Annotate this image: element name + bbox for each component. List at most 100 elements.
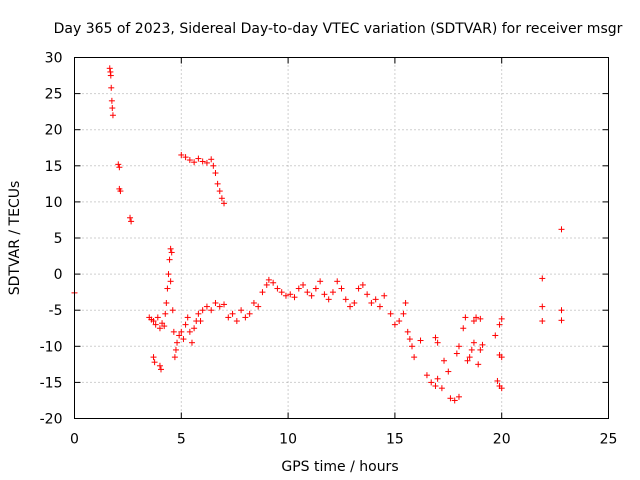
data-point xyxy=(106,65,113,72)
data-point xyxy=(199,307,206,314)
data-point xyxy=(158,366,165,373)
tick-labels: 0 5 10 15 20 25 -20 -15 -10 -5 0 5 10 15 20 25 30 xyxy=(40,51,618,448)
data-point xyxy=(453,350,460,357)
data-point xyxy=(208,156,215,163)
data-point xyxy=(462,314,469,321)
x-tick-label: 20 xyxy=(493,432,511,448)
data-point xyxy=(423,372,430,379)
data-point xyxy=(115,161,122,168)
data-point xyxy=(270,279,277,286)
data-point xyxy=(391,321,398,328)
y-tick-label: 5 xyxy=(54,231,63,247)
data-point xyxy=(470,339,477,346)
x-tick-label: 10 xyxy=(279,432,297,448)
data-point xyxy=(212,299,219,306)
data-point xyxy=(265,276,272,283)
data-point xyxy=(496,321,503,328)
data-point xyxy=(109,105,116,112)
data-point xyxy=(238,307,245,314)
data-point xyxy=(191,325,198,332)
data-point xyxy=(229,310,236,317)
data-point xyxy=(221,200,228,207)
data-point xyxy=(411,354,418,361)
data-point xyxy=(351,299,358,306)
data-point xyxy=(432,383,439,390)
data-point xyxy=(162,310,169,317)
y-tick-label: 30 xyxy=(45,51,63,67)
data-point xyxy=(387,310,394,317)
data-point xyxy=(107,72,114,79)
data-point xyxy=(417,337,424,344)
plot-frame xyxy=(74,57,609,419)
data-point xyxy=(128,218,135,225)
y-axis-label: SDTVAR / TECUs xyxy=(7,181,23,296)
data-point xyxy=(376,303,383,310)
data-point xyxy=(178,328,185,335)
data-point xyxy=(203,159,210,166)
data-point xyxy=(470,318,477,325)
y-tick-label: 0 xyxy=(54,267,63,283)
data-point xyxy=(334,278,341,285)
data-point xyxy=(170,328,177,335)
data-point xyxy=(460,325,467,332)
data-point xyxy=(451,397,458,404)
data-point xyxy=(172,346,179,353)
data-point xyxy=(295,285,302,292)
data-point xyxy=(274,285,281,292)
data-point xyxy=(180,336,187,343)
data-point xyxy=(287,291,294,298)
data-point xyxy=(325,296,332,303)
data-point xyxy=(250,299,257,306)
data-point xyxy=(165,271,172,278)
data-point xyxy=(300,281,307,288)
data-point xyxy=(150,354,157,361)
data-point xyxy=(308,292,315,299)
data-point xyxy=(242,314,249,321)
data-point xyxy=(156,325,163,332)
data-point xyxy=(381,292,388,299)
y-tick-label: 10 xyxy=(45,195,63,211)
data-point xyxy=(347,303,354,310)
grid-lines xyxy=(74,57,609,419)
data-point xyxy=(259,289,266,296)
data-point xyxy=(263,281,270,288)
data-point xyxy=(445,368,452,375)
data-point xyxy=(161,323,168,330)
x-tick-label: 0 xyxy=(70,432,79,448)
data-point xyxy=(117,188,124,195)
data-point xyxy=(558,317,565,324)
data-point xyxy=(154,314,161,321)
y-tick-label: -15 xyxy=(40,375,63,391)
data-point xyxy=(164,285,171,292)
data-point xyxy=(216,303,223,310)
data-point xyxy=(233,318,240,325)
data-point xyxy=(434,375,441,382)
data-point xyxy=(312,285,319,292)
data-point xyxy=(464,357,471,364)
data-point xyxy=(396,318,403,325)
data-point xyxy=(184,314,191,321)
data-point xyxy=(432,334,439,341)
y-tick-label: -20 xyxy=(40,412,63,428)
data-point xyxy=(191,159,198,166)
data-point xyxy=(197,318,204,325)
data-point xyxy=(477,346,484,353)
data-point xyxy=(214,180,221,187)
data-point xyxy=(539,275,546,282)
data-point xyxy=(441,357,448,364)
x-tick-label: 15 xyxy=(386,432,404,448)
data-point xyxy=(221,301,228,308)
data-point xyxy=(182,321,189,328)
data-point xyxy=(203,303,210,310)
data-point xyxy=(558,226,565,233)
data-point xyxy=(317,278,324,285)
chart-title: Day 365 of 2023, Sidereal Day-to-day VTE… xyxy=(54,21,623,37)
y-tick-label: 25 xyxy=(45,87,63,103)
data-point xyxy=(364,291,371,298)
data-point xyxy=(455,343,462,350)
data-point xyxy=(402,299,409,306)
data-point xyxy=(171,354,178,361)
data-point xyxy=(208,307,215,314)
data-point xyxy=(342,296,349,303)
